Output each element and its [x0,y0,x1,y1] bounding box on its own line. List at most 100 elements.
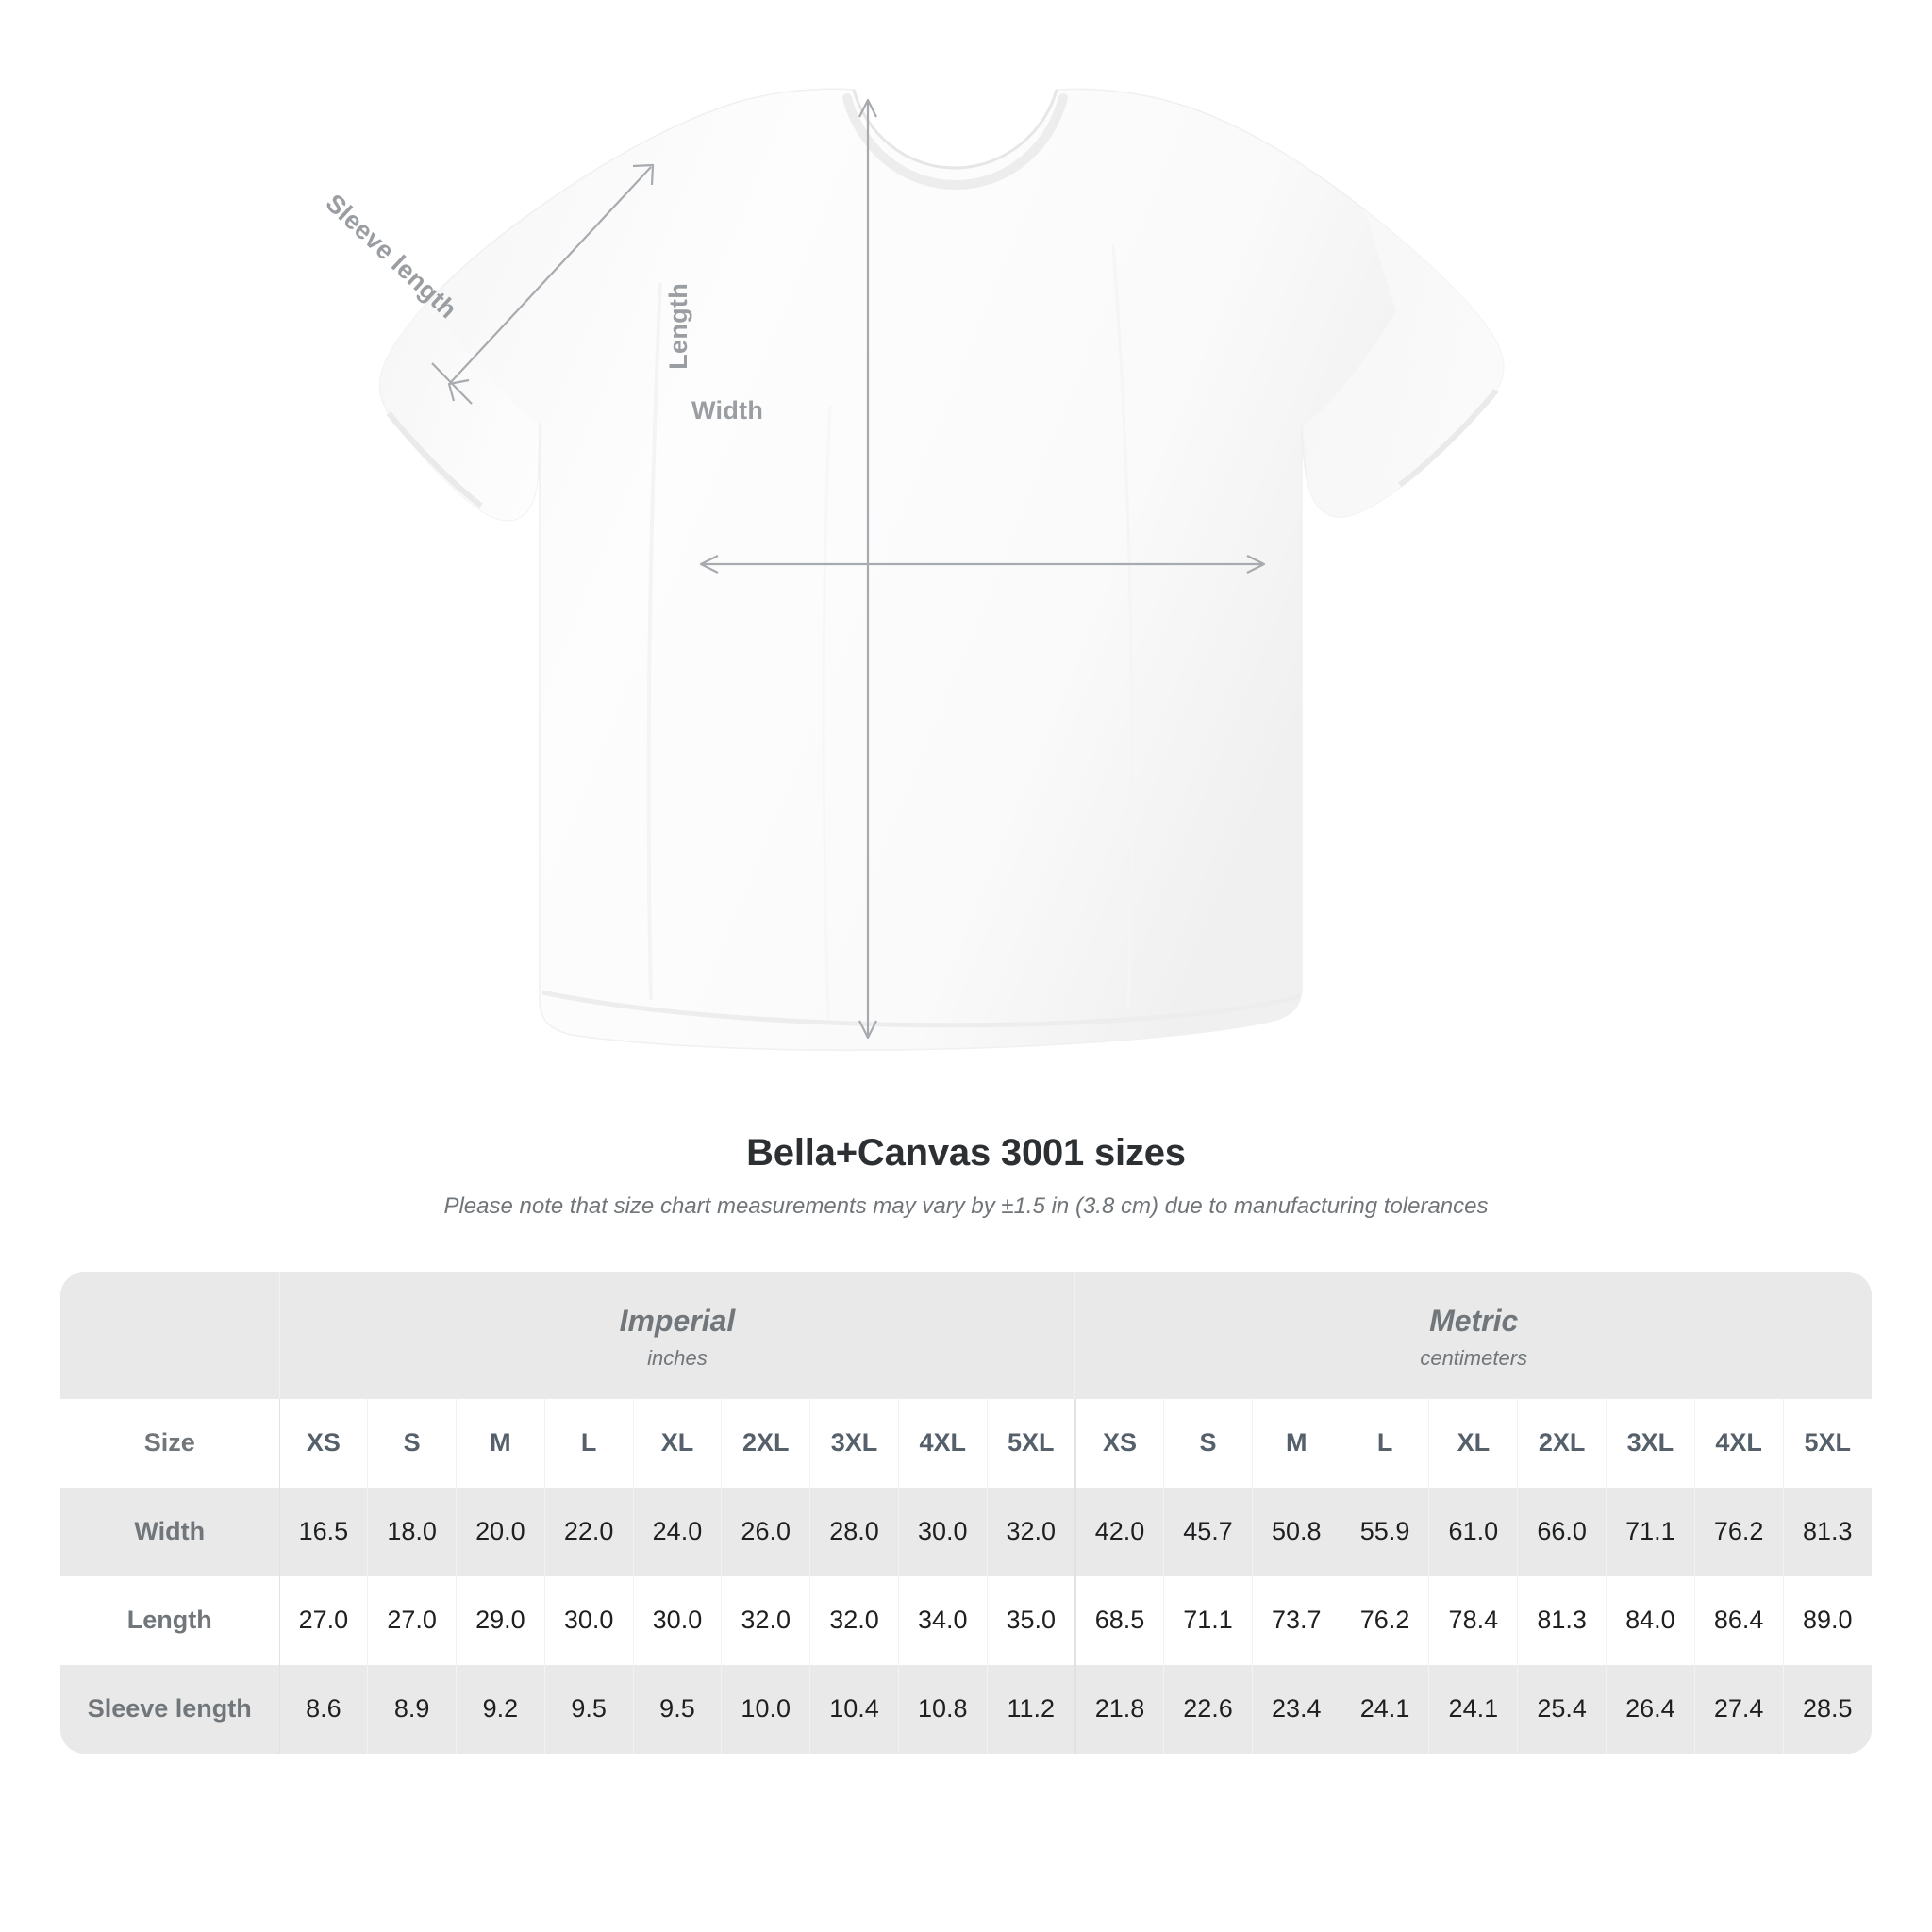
size-column-header: XL [1428,1398,1519,1488]
unit-sub-imperial: inches [647,1345,708,1370]
measurement-cell: 23.4 [1252,1664,1341,1754]
measurement-cell: 34.0 [898,1575,988,1665]
measurement-cell: 27.4 [1694,1664,1784,1754]
unit-name-metric: Metric [1429,1304,1519,1338]
width-label: Width [691,396,764,425]
measurement-cell: 9.2 [456,1664,545,1754]
tshirt-diagram: Sleeve length Length Width [321,88,1505,1051]
size-column-header: XS [1074,1398,1165,1488]
size-table-body: Width 16.5 18.0 20.0 22.0 24.0 26.0 28.0 30.0 32.… [60,1487,1872,1754]
measurement-cell: 61.0 [1428,1487,1519,1576]
size-column-header: S [367,1398,458,1488]
measurement-cell: 10.8 [898,1664,988,1754]
measurement-cell: 26.0 [721,1487,811,1576]
size-column-header: M [456,1398,545,1488]
measurement-cell: 28.5 [1783,1664,1872,1754]
measurement-cell: 8.6 [279,1664,369,1754]
size-column-header: M [1252,1398,1341,1488]
title-block: Bella+Canvas 3001 sizes Please note that… [0,1132,1932,1220]
unit-group-imperial: Imperial inches [279,1272,1076,1399]
measurement-cell: 11.2 [987,1664,1076,1754]
size-column-header: 4XL [1694,1398,1784,1488]
measurement-row-label: Sleeve length [60,1664,280,1754]
measurement-cell: 29.0 [456,1575,545,1665]
measurement-cell: 24.1 [1341,1664,1430,1754]
measurement-cell: 20.0 [456,1487,545,1576]
size-table-head: Imperial inches Metric centimeters Size … [60,1272,1872,1488]
measurement-cell: 30.0 [544,1575,634,1665]
size-column-header: L [1341,1398,1430,1488]
measurement-cell: 71.1 [1606,1487,1695,1576]
size-column-header: 3XL [1606,1398,1695,1488]
measurement-cell: 81.3 [1783,1487,1872,1576]
measurement-row-label: Length [60,1575,280,1665]
size-table: Imperial inches Metric centimeters Size … [60,1272,1872,1754]
measurement-cell: 9.5 [544,1664,634,1754]
size-column-header: XL [633,1398,723,1488]
sleeve-line [450,166,652,383]
measurement-cell: 24.1 [1428,1664,1519,1754]
table-row: Length 27.0 27.0 29.0 30.0 30.0 32.0 32.0 34.0 35… [60,1575,1872,1665]
unit-name-imperial: Imperial [619,1304,736,1338]
measurement-cell: 71.1 [1163,1575,1253,1665]
measurement-cell: 22.0 [544,1487,634,1576]
measurement-cell: 22.6 [1163,1664,1253,1754]
measurement-cell: 84.0 [1606,1575,1695,1665]
measurement-cell: 27.0 [367,1575,458,1665]
measurement-cell: 66.0 [1517,1487,1607,1576]
size-column-header: 2XL [721,1398,811,1488]
tshirt-shape [378,88,1505,1051]
measurement-guides [431,98,1266,1040]
tolerance-note: Please note that size chart measurements… [443,1193,1489,1219]
measurement-cell: 16.5 [279,1487,369,1576]
measurement-cell: 45.7 [1163,1487,1253,1576]
measurement-cell: 35.0 [987,1575,1076,1665]
measurement-cell: 9.5 [633,1664,723,1754]
size-row-label: Size [60,1398,280,1488]
size-column-header: L [544,1398,634,1488]
table-row: Width 16.5 18.0 20.0 22.0 24.0 26.0 28.0 30.0 32.… [60,1487,1872,1576]
measurement-cell: 10.4 [809,1664,899,1754]
size-column-header: 5XL [1783,1398,1872,1488]
measurement-cell: 30.0 [633,1575,723,1665]
size-column-header: 2XL [1517,1398,1607,1488]
unit-group-metric: Metric centimeters [1074,1272,1872,1399]
size-column-header: 3XL [809,1398,899,1488]
measurement-cell: 81.3 [1517,1575,1607,1665]
measurement-cell: 55.9 [1341,1487,1430,1576]
measurement-cell: 27.0 [279,1575,369,1665]
measurement-cell: 32.0 [987,1487,1076,1576]
measurement-cell: 30.0 [898,1487,988,1576]
measurement-cell: 78.4 [1428,1575,1519,1665]
size-column-header: XS [279,1398,369,1488]
measurement-cell: 18.0 [367,1487,458,1576]
measurement-row-label: Width [60,1487,280,1576]
measurement-cell: 76.2 [1341,1575,1430,1665]
length-label: Length [664,283,692,370]
measurement-cell: 42.0 [1074,1487,1165,1576]
measurement-cell: 68.5 [1074,1575,1165,1665]
unit-sub-metric: centimeters [1420,1345,1528,1370]
table-row: Sleeve length 8.6 8.9 9.2 9.5 9.5 10.0 10.4 10.8… [60,1664,1872,1754]
size-table-container: Imperial inches Metric centimeters Size … [60,1272,1872,1754]
measurement-cell: 50.8 [1252,1487,1341,1576]
measurement-cell: 26.4 [1606,1664,1695,1754]
measurement-cell: 32.0 [721,1575,811,1665]
size-header-row: Size XS S M L XL 2XL 3XL 4XL 5XL XS S M L XL 2XL 3XL 4XL… [60,1398,1872,1488]
measurement-cell: 8.9 [367,1664,458,1754]
tshirt-illustration [378,88,1505,1051]
measurement-cell: 24.0 [633,1487,723,1576]
page-title: Bella+Canvas 3001 sizes [746,1132,1186,1174]
measurement-cell: 25.4 [1517,1664,1607,1754]
size-column-header: 5XL [987,1398,1076,1488]
measurement-cell: 86.4 [1694,1575,1784,1665]
unit-spacer-cell [60,1272,280,1399]
size-column-header: S [1163,1398,1253,1488]
size-column-header: 4XL [898,1398,988,1488]
measurement-cell: 10.0 [721,1664,811,1754]
measurement-cell: 21.8 [1074,1664,1165,1754]
measurement-cell: 28.0 [809,1487,899,1576]
measurement-cell: 89.0 [1783,1575,1872,1665]
measurement-cell: 32.0 [809,1575,899,1665]
